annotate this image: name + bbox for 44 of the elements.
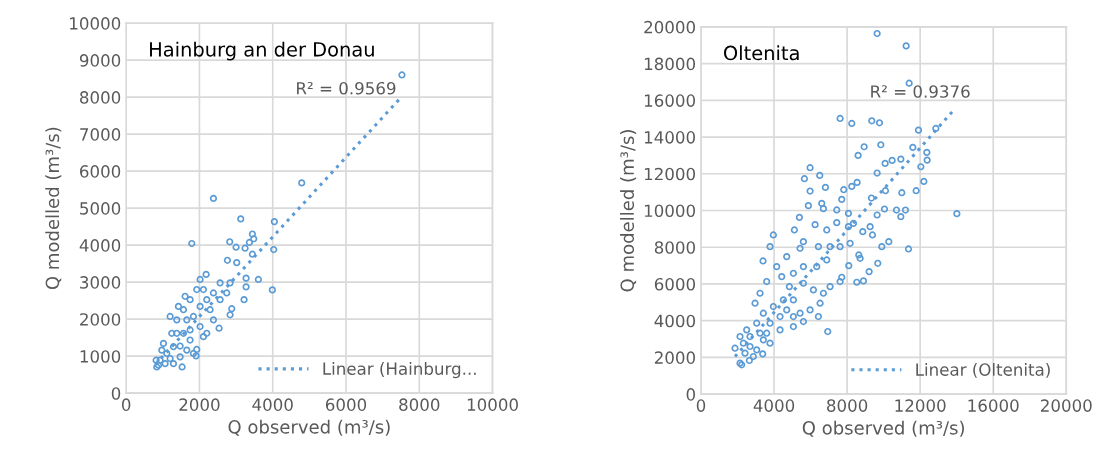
y-tick-label: 10000: [644, 204, 696, 218]
x-tick-label: 16000: [968, 399, 1019, 412]
y-tick-label: 9000: [79, 54, 121, 67]
y-tick-label: 6000: [654, 277, 696, 291]
y-tick-label: 2000: [80, 313, 121, 326]
y-tick-label: 2000: [654, 351, 696, 364]
x-axis-title: Q observed (m³/s): [802, 420, 964, 437]
y-tick-label: 12000: [644, 167, 696, 181]
x-tick-label: 4000: [753, 399, 795, 412]
y-tick-label: 7000: [80, 128, 121, 141]
annotation: R² = 0.9569: [297, 81, 396, 95]
x-tick-label: 4000: [252, 398, 293, 411]
x-tick-label: 10000: [467, 398, 518, 411]
y-tick-label: 4000: [654, 314, 696, 328]
y-tick-label: 8000: [654, 241, 696, 254]
y-tick-label: 10000: [70, 17, 121, 30]
x-tick-label: 8000: [827, 399, 868, 412]
y-tick-label: 0: [111, 387, 121, 400]
y-tick-label: 14000: [644, 131, 696, 144]
y-axis-title: Q modelled (m³/s): [620, 130, 637, 292]
y-tick-label: 5000: [80, 202, 121, 215]
y-tick-label: 6000: [80, 165, 121, 178]
x-tick-label: 0: [121, 398, 131, 411]
x-tick-label: 20000: [1040, 399, 1092, 412]
y-tick-label: 1000: [80, 350, 121, 363]
x-tick-label: 0: [696, 399, 706, 412]
x-tick-label: 6000: [325, 398, 367, 411]
y-tick-label: 20000: [644, 20, 696, 34]
text: Oltenita: [723, 45, 799, 61]
x-axis-title: Q observed (m³/s): [228, 419, 390, 436]
legend-label: Linear (Oltenita): [916, 362, 1050, 378]
y-tick-label: 0: [686, 388, 696, 401]
x-tick-label: 8000: [399, 398, 440, 411]
x-tick-label: 12000: [895, 399, 946, 412]
y-tick-label: 8000: [80, 91, 121, 104]
y-axis-title: Q modelled (m³/s): [45, 127, 62, 290]
legend-label: Linear (Hainburg...: [323, 362, 476, 379]
y-tick-label: 18000: [644, 57, 696, 71]
y-tick-label: 3000: [80, 276, 121, 289]
y-tick-label: 16000: [644, 94, 696, 107]
y-tick-label: 4000: [79, 239, 121, 252]
x-tick-label: 2000: [179, 398, 220, 411]
annotation: R² = 0.9376: [871, 85, 970, 98]
text: Hainburg an der Donau: [150, 41, 374, 61]
